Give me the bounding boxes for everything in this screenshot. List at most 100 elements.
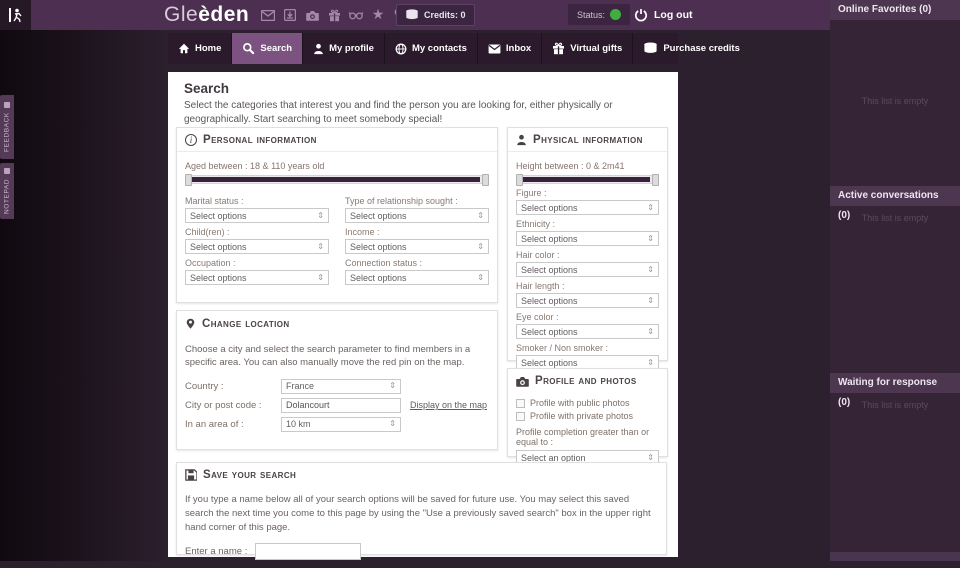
occupation-value: Select options [190,272,247,283]
info-icon: i [185,134,197,146]
select-caret-icon: ⇕ [647,326,654,336]
home-icon [178,43,190,54]
right-sidebar: Online Favorites (0) This list is empty … [830,0,960,561]
page-title: Search [184,81,230,96]
country-select[interactable]: France ⇕ [281,378,401,394]
private-photos-checkbox[interactable] [516,411,525,421]
envelope-icon [488,43,501,54]
select-caret-icon: ⇕ [647,357,654,367]
area-select[interactable]: 10 km ⇕ [281,416,401,432]
globe-icon [395,43,407,54]
display-on-map-link[interactable]: Display on the map [410,400,488,411]
connection-status-value: Select options [350,272,407,283]
marital-status-select[interactable]: Select options ⇕ [185,208,329,223]
online-favorites-header[interactable]: Online Favorites (0) [830,0,960,20]
eye-color-value: Select options [521,326,578,337]
feedback-tab[interactable]: FEEDBACK [0,95,14,159]
select-caret-icon: ⇕ [477,272,484,282]
feedback-icon [4,102,10,109]
hair-length-value: Select options [521,295,578,306]
smoker-value: Select options [521,357,578,368]
tab-inbox[interactable]: Inbox [478,33,543,64]
online-favorites-empty: This list is empty [861,96,929,106]
sidebar-footer[interactable] [830,552,960,561]
person-icon [517,134,526,146]
feedback-tab-label: FEEDBACK [3,112,11,152]
personal-information-title: Personal information [203,134,317,146]
status-label: Status: [577,9,606,20]
height-range-label: Height between : 0 & 2m41 [516,161,625,171]
tab-my-contacts[interactable]: My contacts [385,33,478,64]
children-label: Child(ren) : [185,227,230,237]
mail-icon[interactable] [261,8,275,22]
search-icon [243,43,255,55]
public-photos-label: Profile with public photos [530,398,630,408]
age-slider-handle-min[interactable] [185,174,192,186]
status-online-dot [610,9,622,20]
figure-value: Select options [521,202,578,213]
waiting-for-response-header[interactable]: Waiting for response (0) [830,373,960,408]
connection-status-label: Connection status : [345,258,423,268]
public-photos-checkbox[interactable] [516,398,525,408]
area-value: 10 km [286,419,311,430]
tab-virtual-gifts[interactable]: Virtual gifts [542,33,634,64]
topbar-icon-row: ★ ♥ [261,0,407,30]
save-your-search-section: Save your search If you type a name belo… [176,462,667,561]
select-caret-icon: ⇕ [317,241,324,251]
occupation-select[interactable]: Select options ⇕ [185,270,329,285]
hair-color-label: Hair color : [516,250,560,260]
tab-virtual-gifts-label: Virtual gifts [570,43,623,54]
city-label: City or post code : [185,399,262,411]
eye-color-select[interactable]: Select options ⇕ [516,324,659,339]
select-caret-icon: ⇕ [317,272,324,282]
active-conversations-header[interactable]: Active conversations (0) [830,186,960,221]
marital-status-label: Marital status : [185,196,244,206]
star-icon[interactable]: ★ [371,7,385,23]
height-slider-handle-max[interactable] [652,174,659,186]
credits-chip[interactable]: Credits: 0 [396,4,475,26]
children-select[interactable]: Select options ⇕ [185,239,329,254]
city-input[interactable] [281,397,401,413]
age-range-slider[interactable] [185,174,489,186]
camera-icon[interactable] [305,8,319,22]
notepad-tab[interactable]: NOTEPAD [0,163,14,219]
smoker-label: Smoker / Non smoker : [516,343,609,353]
profile-completion-select[interactable]: Select an option ⇕ [516,450,659,465]
tab-my-profile[interactable]: My profile [303,33,385,64]
gift-icon[interactable] [327,8,341,22]
main-nav: Home Search My profile My contacts Inbox… [168,33,740,64]
ethnicity-value: Select options [521,233,578,244]
page-intro: Select the categories that interest you … [184,100,613,125]
hair-length-select[interactable]: Select options ⇕ [516,293,659,308]
logout-button[interactable]: Log out [634,0,692,30]
marital-status-value: Select options [190,210,247,221]
relationship-type-label: Type of relationship sought : [345,196,458,206]
relationship-type-select[interactable]: Select options ⇕ [345,208,489,223]
status-chip[interactable]: Status: [568,4,631,25]
figure-select[interactable]: Select options ⇕ [516,200,659,215]
quick-exit-button[interactable] [0,0,31,30]
search-name-input[interactable] [255,543,362,561]
country-value: France [286,381,315,392]
height-range-slider[interactable] [516,174,659,186]
income-select[interactable]: Select options ⇕ [345,239,489,254]
tab-purchase-credits[interactable]: Purchase credits [633,33,750,64]
mask-icon[interactable] [349,8,363,22]
ethnicity-select[interactable]: Select options ⇕ [516,231,659,246]
person-icon [314,43,323,54]
area-label: In an area of : [185,418,244,430]
credits-label: Credits: 0 [424,10,466,20]
tab-search[interactable]: Search [232,33,304,64]
connection-status-select[interactable]: Select options ⇕ [345,270,489,285]
waiting-for-response-empty: This list is empty [861,400,929,410]
gleeden-logo[interactable]: Gleèden [164,0,249,30]
tab-home[interactable]: Home [168,33,233,64]
height-slider-handle-min[interactable] [516,174,523,186]
figure-label: Figure : [516,188,547,198]
hair-length-label: Hair length : [516,281,565,291]
age-slider-handle-max[interactable] [482,174,489,186]
inbox-tray-icon[interactable] [283,8,297,22]
hair-color-select[interactable]: Select options ⇕ [516,262,659,277]
relationship-type-value: Select options [350,210,407,221]
floppy-disk-icon [185,469,197,481]
